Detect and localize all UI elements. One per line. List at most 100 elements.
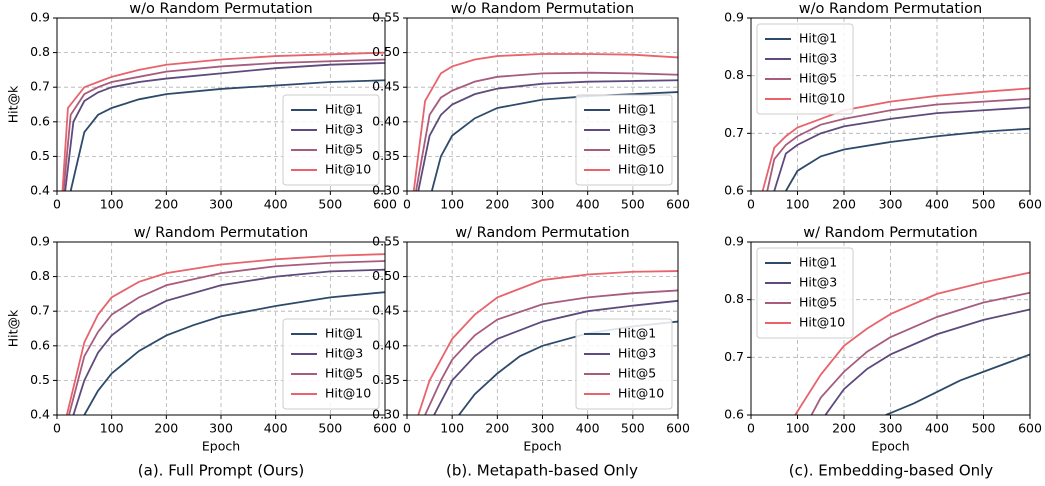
line: [885, 353, 1030, 415]
y-tick-label: 0.8: [724, 291, 744, 306]
caption: (b). Metapath-based Only: [446, 462, 638, 480]
x-tick-label: 200: [832, 197, 856, 212]
y-tick-label: 0.55: [372, 234, 400, 249]
legend-box: [756, 247, 854, 339]
line: [766, 97, 1030, 191]
legend-label: Hit@3: [325, 122, 363, 137]
x-tick-label: 100: [440, 421, 464, 436]
x-axis-label: Epoch: [202, 439, 240, 454]
x-axis-label: Epoch: [871, 439, 909, 454]
plot-area: [412, 53, 678, 191]
legend: Hit@1 Hit@3 Hit@5 Hit@10: [575, 94, 673, 186]
legend-label: Hit@10: [618, 386, 664, 401]
line: [72, 268, 385, 415]
x-tick-label: 400: [576, 197, 600, 212]
legend-label: Hit@3: [799, 275, 837, 290]
axes-frame: [406, 17, 679, 192]
line: [61, 51, 385, 191]
y-tick-label: 0.50: [372, 44, 400, 59]
y-tick-label: 0.9: [724, 10, 744, 25]
y-tick-label: 0.9: [30, 10, 50, 25]
x-tick-label: 400: [264, 421, 288, 436]
line: [62, 58, 385, 191]
line: [83, 291, 385, 415]
line: [417, 79, 678, 191]
axes-frame: [56, 241, 386, 416]
legend-label: Hit@10: [799, 315, 845, 330]
legend-label: Hit@10: [325, 162, 371, 177]
x-tick-label: 300: [531, 421, 555, 436]
x-tick-label: 500: [972, 421, 996, 436]
line: [417, 270, 678, 415]
y-tick-label: 0.5: [30, 148, 50, 163]
legend-label: Hit@3: [618, 346, 656, 361]
caption: (a). Full Prompt (Ours): [138, 462, 304, 480]
x-tick-label: 100: [100, 421, 124, 436]
legend-label: Hit@3: [618, 122, 656, 137]
legend: Hit@1 Hit@3 Hit@5 Hit@10: [756, 247, 854, 339]
y-tick-label: 0.30: [372, 407, 400, 422]
line: [794, 271, 1030, 415]
caption: (c). Embedding-based Only: [789, 462, 994, 480]
y-tick-label: 0.7: [30, 303, 50, 318]
y-axis-label: Hit@k: [6, 85, 21, 123]
plot-area: [761, 87, 1030, 191]
chart-title: w/ Random Permutation: [134, 225, 309, 241]
chart-title: w/ Random Permutation: [803, 225, 978, 241]
legend-label: Hit@5: [618, 142, 656, 157]
x-tick-label: 400: [264, 197, 288, 212]
x-tick-label: 300: [209, 421, 233, 436]
legend-label: Hit@1: [799, 31, 837, 46]
y-tick-label: 0.6: [30, 337, 50, 352]
line: [433, 299, 678, 415]
plot-area: [417, 270, 678, 415]
y-tick-label: 0.6: [30, 113, 50, 128]
plot-area: [794, 271, 1030, 415]
y-tick-label: 0.8: [30, 268, 50, 283]
plot-area: [65, 253, 385, 415]
legend: Hit@1 Hit@3 Hit@5 Hit@10: [575, 318, 673, 410]
y-tick-label: 0.4: [30, 183, 50, 198]
legend-label: Hit@10: [618, 162, 664, 177]
y-tick-label: 0.6: [724, 407, 744, 422]
x-tick-label: 0: [403, 197, 411, 212]
legend-label: Hit@5: [325, 366, 363, 381]
chart-title: w/o Random Permutation: [799, 1, 982, 17]
y-tick-label: 0.5: [30, 372, 50, 387]
y-tick-label: 0.7: [30, 79, 50, 94]
y-tick-label: 0.30: [372, 183, 400, 198]
x-tick-label: 600: [666, 421, 690, 436]
legend-label: Hit@5: [799, 295, 837, 310]
legend-label: Hit@1: [799, 255, 837, 270]
x-tick-label: 300: [879, 197, 903, 212]
y-tick-label: 0.8: [724, 67, 744, 82]
y-tick-label: 0.4: [30, 407, 50, 422]
line: [64, 62, 385, 191]
x-tick-label: 200: [485, 197, 509, 212]
x-tick-label: 200: [832, 421, 856, 436]
y-tick-label: 0.45: [372, 79, 400, 94]
y-tick-label: 0.9: [30, 234, 50, 249]
legend-box: [756, 23, 854, 115]
x-tick-label: 0: [747, 421, 755, 436]
x-tick-label: 100: [440, 197, 464, 212]
legend: Hit@1 Hit@3 Hit@5 Hit@10: [282, 318, 380, 410]
x-tick-label: 600: [1018, 421, 1042, 436]
legend-label: Hit@3: [799, 51, 837, 66]
legend-label: Hit@5: [799, 71, 837, 86]
y-tick-label: 0.45: [372, 303, 400, 318]
x-tick-label: 500: [621, 197, 645, 212]
x-tick-label: 500: [621, 421, 645, 436]
axes-frame: [750, 241, 1031, 416]
x-tick-label: 500: [972, 197, 996, 212]
y-tick-label: 0.40: [372, 337, 400, 352]
y-tick-label: 0.50: [372, 268, 400, 283]
line: [761, 87, 1030, 191]
legend-box: [575, 318, 673, 410]
x-tick-label: 400: [576, 421, 600, 436]
x-tick-label: 600: [373, 197, 397, 212]
legend-label: Hit@1: [325, 102, 363, 117]
x-tick-label: 600: [1018, 197, 1042, 212]
legend-label: Hit@10: [799, 91, 845, 106]
